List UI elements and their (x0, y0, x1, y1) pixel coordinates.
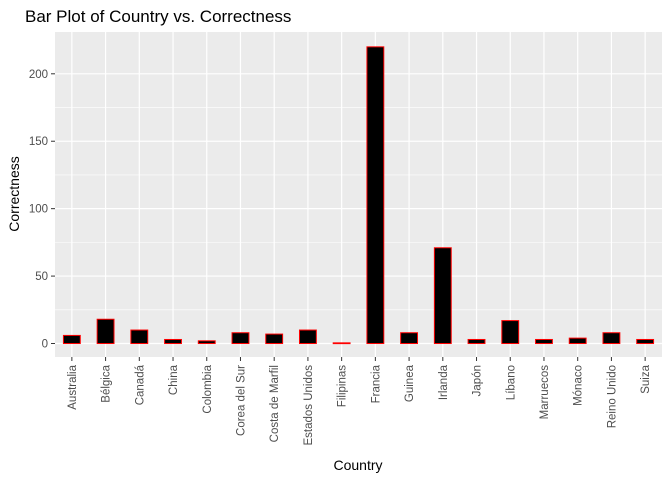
x-tick-label: Corea del Sur (235, 365, 247, 436)
y-tick-label: 0 (42, 339, 48, 351)
bar (501, 320, 520, 345)
x-tick-label: Reino Unido (606, 365, 618, 428)
y-axis-title: Correctness (6, 156, 22, 231)
y-axis: 0 50 100 150 200 (29, 69, 55, 351)
x-tick-label: Suiza (640, 364, 652, 393)
bar (265, 333, 284, 345)
bar (636, 338, 655, 345)
bar (130, 329, 149, 345)
bars (62, 46, 655, 345)
bar (568, 337, 587, 345)
x-tick-label: Marruecos (539, 365, 551, 420)
x-tick-label: Australia (67, 364, 79, 409)
x-tick-label: Japón (472, 365, 484, 396)
y-tick-label: 50 (35, 271, 48, 283)
bar (332, 342, 351, 345)
x-tick-label: Estados Unidos (303, 365, 315, 446)
x-tick-label: Costa de Marfil (269, 365, 281, 442)
x-tick-label: Líbano (505, 365, 517, 400)
major-gridlines (55, 32, 662, 357)
bar (467, 338, 486, 345)
bar (164, 338, 182, 345)
x-axis-title: Country (333, 457, 382, 473)
bar (535, 338, 553, 345)
x-tick-label: Canadá (134, 364, 146, 405)
x-tick-label: Bélgica (101, 364, 113, 402)
minor-gridlines (55, 107, 662, 311)
chart-title: Bar Plot of Country vs. Correctness (25, 7, 291, 26)
bar (602, 332, 621, 345)
x-axis: Australia Bélgica Canadá China Colombia Corea… (67, 357, 652, 446)
bar (298, 329, 317, 345)
y-tick-label: 100 (29, 204, 48, 216)
x-tick-label: China (168, 364, 180, 395)
x-tick-label: Irlanda (438, 364, 450, 400)
bar (96, 318, 115, 345)
x-tick-label: Francia (370, 364, 382, 403)
bar (366, 46, 385, 345)
bar (62, 334, 81, 345)
x-tick-label: Colombia (202, 364, 214, 413)
x-tick-label: Guinea (404, 364, 416, 402)
bar (433, 247, 452, 345)
bar (400, 332, 419, 345)
y-tick-label: 200 (29, 69, 48, 81)
bar (231, 332, 250, 345)
x-tick-label: Filipinas (337, 365, 349, 407)
y-tick-label: 150 (29, 136, 48, 148)
plot-panel (55, 32, 662, 357)
x-tick-label: Mónaco (573, 365, 585, 406)
bar (197, 340, 216, 345)
